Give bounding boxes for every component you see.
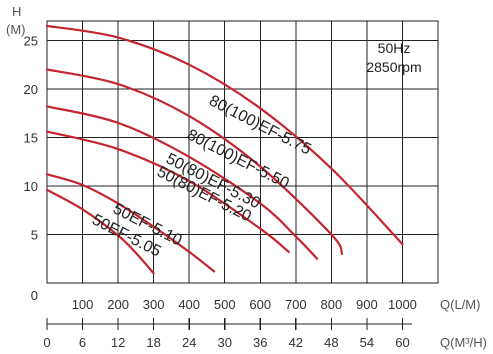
y-axis-title-line1: H bbox=[12, 4, 21, 19]
series-line bbox=[45, 68, 344, 255]
y-tick-label: 25 bbox=[24, 33, 38, 48]
x2-tick-label: 36 bbox=[253, 335, 267, 350]
x2-tick-label: 54 bbox=[360, 335, 374, 350]
y-tick-label: 20 bbox=[24, 82, 38, 97]
x-tick-label: 500 bbox=[214, 297, 236, 312]
series-line bbox=[45, 24, 404, 246]
speed-note: 2850rpm bbox=[366, 59, 421, 75]
series-line bbox=[45, 173, 216, 273]
series-line bbox=[45, 188, 155, 275]
series-line bbox=[45, 105, 319, 260]
x-tick-label: 600 bbox=[249, 297, 271, 312]
x2-tick-label: 48 bbox=[324, 335, 338, 350]
x2-tick-label: 18 bbox=[146, 335, 160, 350]
x2-tick-label: 24 bbox=[182, 335, 196, 350]
x-tick-label: 700 bbox=[285, 297, 307, 312]
x-axis-title: Q(L/M) bbox=[440, 297, 480, 312]
y-tick-label: 15 bbox=[24, 130, 38, 145]
x2-tick-label: 42 bbox=[289, 335, 303, 350]
x-tick-label: 200 bbox=[107, 297, 129, 312]
x-tick-label: 400 bbox=[178, 297, 200, 312]
x2-tick-label: 0 bbox=[43, 335, 50, 350]
frequency-note: 50Hz bbox=[378, 40, 411, 56]
plot-frame bbox=[46, 20, 439, 284]
x2-tick-label: 6 bbox=[79, 335, 86, 350]
x2-axis-title: Q(M³/H) bbox=[440, 335, 487, 350]
y-axis-title-line2: (M) bbox=[6, 22, 26, 37]
x-tick-label: 900 bbox=[356, 297, 378, 312]
x2-tick-label: 30 bbox=[217, 335, 231, 350]
x-tick-label: 800 bbox=[321, 297, 343, 312]
y-tick-label: 10 bbox=[24, 179, 38, 194]
x-tick-label: 100 bbox=[72, 297, 94, 312]
x2-tick-label: 60 bbox=[395, 335, 409, 350]
x-tick-label: 1000 bbox=[388, 297, 417, 312]
x-tick-label: 300 bbox=[143, 297, 165, 312]
series-line bbox=[45, 130, 290, 253]
y-tick-label: 5 bbox=[31, 227, 38, 242]
y-zero-label: 0 bbox=[31, 288, 38, 303]
x2-tick-label: 12 bbox=[111, 335, 125, 350]
